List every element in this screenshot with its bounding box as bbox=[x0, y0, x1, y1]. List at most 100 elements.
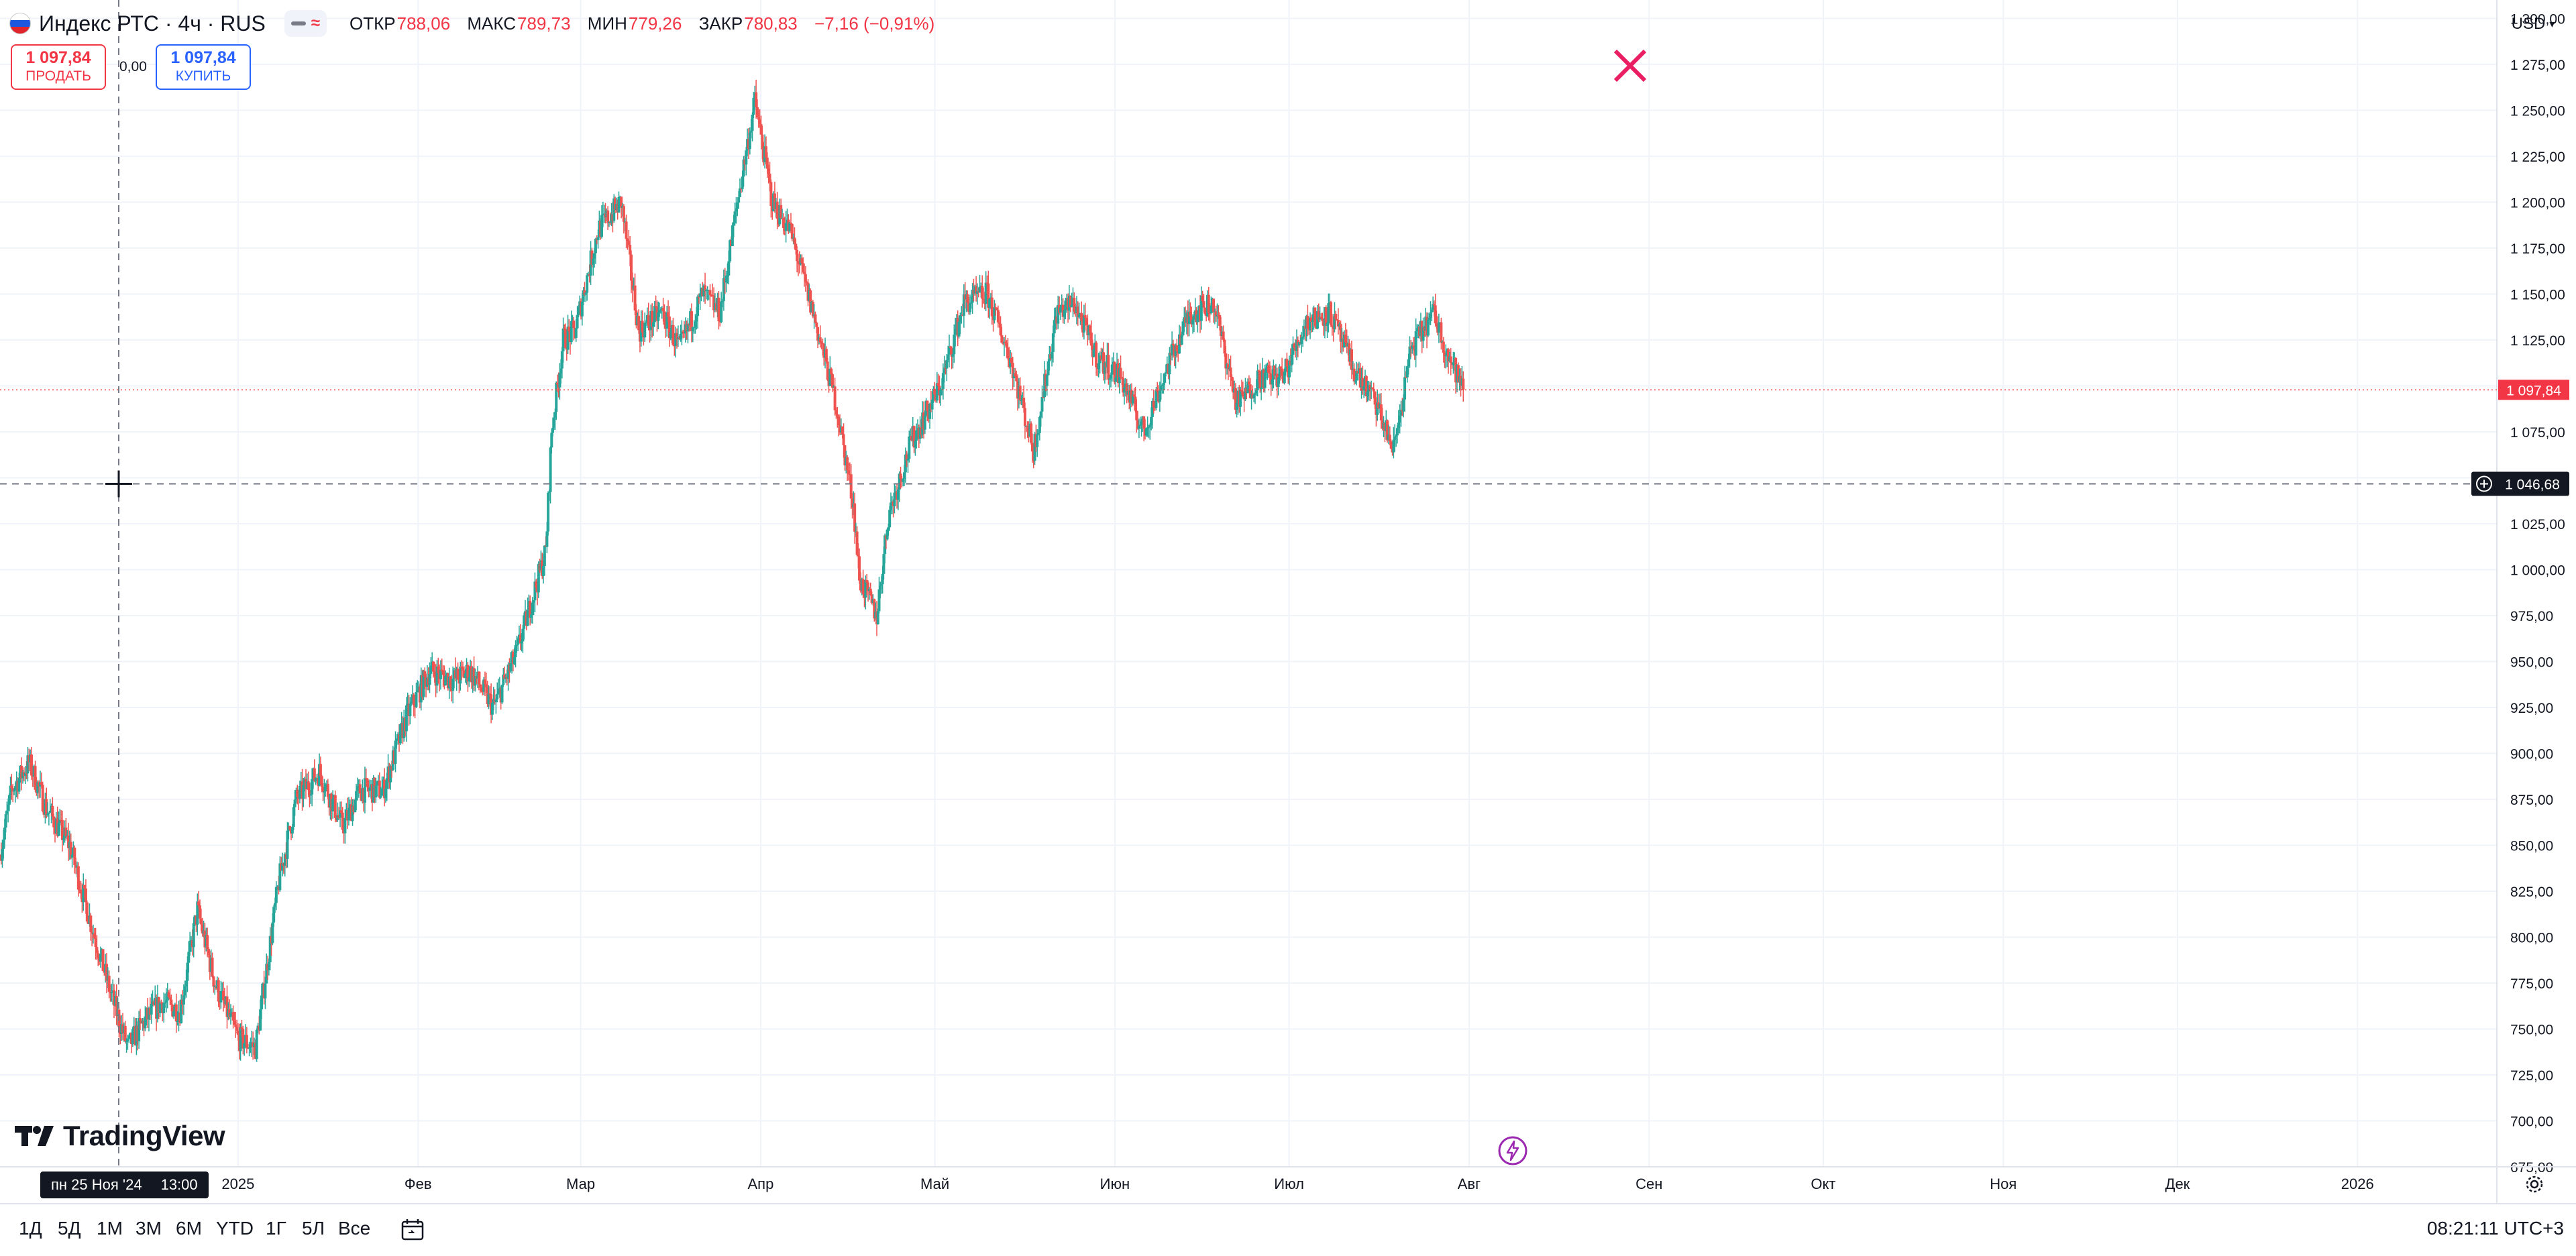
symbol-title[interactable]: Индекс РТС · 4ч · RUS bbox=[39, 11, 266, 36]
range-1m[interactable]: 1М bbox=[97, 1218, 123, 1239]
range-1y[interactable]: 1Г bbox=[266, 1218, 286, 1239]
candle-body bbox=[1373, 391, 1377, 405]
candle-body bbox=[1279, 366, 1283, 369]
candle-body bbox=[314, 778, 317, 781]
candle-body bbox=[583, 290, 586, 295]
candle-body bbox=[667, 316, 671, 339]
range-ytd[interactable]: YTD bbox=[216, 1218, 254, 1239]
candle-body bbox=[953, 335, 956, 355]
candle-body bbox=[711, 295, 714, 296]
candle-body bbox=[99, 954, 102, 962]
candle-body bbox=[653, 306, 656, 323]
candle-body bbox=[821, 343, 824, 345]
candle-body bbox=[94, 938, 97, 948]
candle-body bbox=[385, 778, 388, 789]
candle-body bbox=[1273, 365, 1277, 376]
y-tick-label: 725,00 bbox=[2510, 1068, 2553, 1084]
candle-body bbox=[735, 208, 738, 212]
candle-body bbox=[309, 794, 313, 796]
candle-body bbox=[1092, 349, 1095, 357]
candle-body bbox=[429, 665, 433, 675]
candle-body bbox=[941, 373, 945, 390]
candle-body bbox=[1030, 443, 1034, 452]
sell-price: 1 097,84 bbox=[25, 48, 91, 67]
candle-body bbox=[1324, 307, 1328, 326]
y-tick-label: 1 275,00 bbox=[2510, 58, 2565, 73]
candle-body bbox=[560, 351, 564, 369]
range-all[interactable]: Все bbox=[338, 1218, 371, 1239]
y-tick-label: 800,00 bbox=[2510, 930, 2553, 946]
candle-body bbox=[517, 638, 520, 645]
candle-body bbox=[274, 887, 278, 903]
calendar-goto-icon[interactable] bbox=[400, 1218, 427, 1245]
candle-body bbox=[533, 581, 537, 601]
candle-body bbox=[881, 573, 884, 585]
candle-body bbox=[1234, 388, 1237, 410]
candle-body bbox=[1398, 415, 1401, 423]
range-5y[interactable]: 5Л bbox=[302, 1218, 325, 1239]
settings-gear-icon[interactable] bbox=[2522, 1172, 2546, 1200]
candle-body bbox=[1429, 312, 1432, 318]
tradingview-logo[interactable]: TradingView bbox=[15, 1120, 225, 1152]
currency-selector[interactable]: USD ▾ bbox=[2500, 9, 2567, 39]
candle-body bbox=[629, 245, 632, 255]
candle-body bbox=[1277, 377, 1280, 388]
candle-body bbox=[686, 323, 690, 332]
range-6m[interactable]: 6М bbox=[176, 1218, 202, 1239]
candle-body bbox=[549, 447, 552, 492]
candle-body bbox=[1283, 372, 1286, 384]
candle-body bbox=[855, 531, 859, 555]
candle-body bbox=[1107, 355, 1110, 380]
candle-body bbox=[497, 689, 500, 694]
candle-body bbox=[626, 239, 629, 241]
candle-body bbox=[439, 669, 442, 679]
indicator-toggle[interactable]: ≈ bbox=[284, 10, 327, 37]
candle-body bbox=[959, 315, 962, 322]
range-1d[interactable]: 1Д bbox=[19, 1218, 42, 1239]
candle-body bbox=[851, 498, 854, 508]
candle-body bbox=[267, 962, 270, 970]
candle-body bbox=[125, 1041, 128, 1043]
utc-clock[interactable]: 08:21:11 UTC+3 bbox=[2426, 1218, 2564, 1239]
candle-body bbox=[879, 585, 882, 590]
y-tick-label: 1 225,00 bbox=[2510, 150, 2565, 165]
candle-body bbox=[1456, 365, 1460, 382]
buy-button[interactable]: 1 097,84 КУПИТЬ bbox=[156, 44, 251, 90]
candle-body bbox=[1222, 331, 1225, 340]
change-value: −7,16 (−0,91%) bbox=[814, 13, 935, 34]
candle-body bbox=[482, 679, 486, 692]
buy-price: 1 097,84 bbox=[170, 48, 236, 67]
x-tick-label: Дек bbox=[2165, 1176, 2190, 1192]
candle-body bbox=[1317, 311, 1320, 320]
candle-body bbox=[574, 328, 578, 338]
candle-body bbox=[461, 667, 464, 671]
candle-body bbox=[957, 321, 961, 337]
candle-body bbox=[89, 915, 93, 932]
sell-button[interactable]: 1 097,84 ПРОДАТЬ bbox=[11, 44, 106, 90]
events-lightning-icon[interactable] bbox=[1497, 1135, 1528, 1169]
candle-body bbox=[1371, 387, 1374, 389]
candle-body bbox=[830, 368, 833, 375]
candle-body bbox=[906, 459, 910, 461]
candle-body bbox=[83, 884, 87, 889]
candle-body bbox=[1051, 333, 1055, 352]
candle-body bbox=[1192, 316, 1195, 320]
range-5d[interactable]: 5Д bbox=[58, 1218, 81, 1239]
candle-body bbox=[1168, 353, 1171, 375]
candle-body bbox=[502, 675, 505, 685]
candle-body bbox=[13, 786, 17, 791]
candle-body bbox=[1399, 410, 1403, 416]
candle-body bbox=[62, 838, 65, 840]
buy-label: КУПИТЬ bbox=[175, 68, 231, 84]
approx-icon: ≈ bbox=[311, 14, 321, 32]
price-chart[interactable]: 675,00 700,00 725,00 750,00 775,00 800,00 825,… bbox=[0, 0, 2576, 1203]
candle-body bbox=[138, 1018, 141, 1041]
range-3m[interactable]: 3М bbox=[136, 1218, 162, 1239]
candle-body bbox=[1440, 322, 1443, 343]
candle-body bbox=[331, 799, 335, 811]
candle-body bbox=[962, 294, 965, 316]
candle-body bbox=[95, 947, 99, 954]
candle-body bbox=[1361, 378, 1364, 391]
candle-body bbox=[211, 958, 214, 977]
candle-body bbox=[765, 158, 769, 169]
